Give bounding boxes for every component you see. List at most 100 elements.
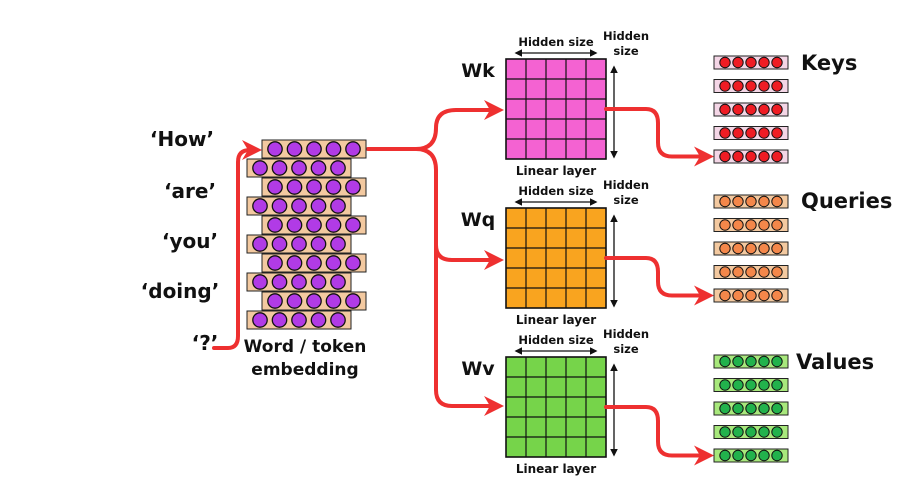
output-dot <box>771 127 783 139</box>
embedding-dot <box>345 293 361 309</box>
embedding-dot <box>291 160 307 176</box>
output-stack-queries <box>713 194 789 303</box>
output-dot <box>732 289 744 302</box>
embedding-dot <box>271 160 288 176</box>
embedding-dot <box>291 236 307 252</box>
token-label-you: ‘you’ <box>162 229 218 253</box>
output-dot <box>719 355 731 368</box>
embedding-dot <box>310 160 327 176</box>
embedding-dot <box>252 198 268 214</box>
embedding-dot <box>306 217 322 233</box>
output-dot <box>719 449 731 462</box>
output-dot <box>719 219 731 231</box>
matrix-bottom-label: Linear layer <box>516 313 596 327</box>
output-dot <box>719 426 731 438</box>
output-dot <box>771 150 783 163</box>
output-dot <box>719 127 731 139</box>
embedding-dot <box>271 198 288 214</box>
output-row <box>713 448 789 463</box>
embedding-dot <box>306 293 322 309</box>
output-dot <box>732 355 744 368</box>
output-dot <box>719 242 731 255</box>
output-dot <box>732 195 744 208</box>
output-dot <box>758 289 770 302</box>
output-dot <box>745 449 757 462</box>
output-dot <box>745 219 757 231</box>
output-dot <box>732 379 744 391</box>
output-row <box>713 241 789 256</box>
output-dot <box>719 402 731 415</box>
matrix-body <box>505 356 607 458</box>
output-row <box>713 126 789 140</box>
embedding-dot <box>325 217 342 233</box>
embedding-dot <box>252 160 268 176</box>
output-row <box>713 425 789 439</box>
output-dot <box>758 355 770 368</box>
output-dot <box>732 219 744 231</box>
output-dot <box>758 219 770 231</box>
arrow-to-wk <box>414 100 504 151</box>
embedding-dot <box>267 255 283 271</box>
embedding-dot <box>271 312 288 328</box>
output-dot <box>732 127 744 139</box>
embedding-dot <box>310 236 327 252</box>
output-dot <box>745 402 757 415</box>
output-dot <box>732 56 744 69</box>
output-dot <box>719 150 731 163</box>
embedding-dot <box>286 255 303 271</box>
output-row <box>713 378 789 392</box>
output-dot <box>732 242 744 255</box>
matrix-body <box>505 58 607 160</box>
output-dot <box>758 426 770 438</box>
weight-matrix-keys <box>505 58 607 160</box>
output-dot <box>771 379 783 391</box>
output-row <box>713 354 789 369</box>
output-dot <box>719 80 731 92</box>
arrow-to-wq <box>414 147 504 270</box>
output-dot <box>758 56 770 69</box>
embedding-dot <box>345 179 361 195</box>
embedding-dot <box>267 141 283 157</box>
output-dot <box>758 80 770 92</box>
output-dot <box>771 355 783 368</box>
output-dot <box>732 426 744 438</box>
output-dot <box>771 266 783 278</box>
token-embedding-stack <box>246 139 367 330</box>
output-dot <box>771 56 783 69</box>
embedding-row <box>246 196 352 216</box>
output-dot <box>732 402 744 415</box>
output-dot <box>745 355 757 368</box>
embedding-row <box>261 177 367 197</box>
embedding-dot <box>286 293 303 309</box>
arrow-to-wv <box>434 243 504 416</box>
output-row <box>713 79 789 93</box>
output-dot <box>771 242 783 255</box>
output-row <box>713 218 789 232</box>
output-row <box>713 149 789 164</box>
embedding-dot <box>286 217 303 233</box>
embedding-dot <box>267 217 283 233</box>
output-arrow-values <box>604 405 714 466</box>
output-row <box>713 401 789 416</box>
embedding-dot <box>252 312 268 328</box>
embedding-row <box>246 158 352 178</box>
matrix-bottom-label: Linear layer <box>516 164 596 178</box>
output-dot <box>758 449 770 462</box>
embedding-row <box>246 234 352 254</box>
weight-matrix-queries <box>505 207 607 309</box>
embedding-dot <box>271 274 288 290</box>
embedding-caption-line-2: embedding <box>251 360 358 380</box>
embedding-dot <box>330 160 346 176</box>
output-dot <box>758 402 770 415</box>
output-dot <box>758 103 770 116</box>
embedding-row <box>246 310 352 330</box>
embedding-dot <box>325 255 342 271</box>
output-dot <box>745 266 757 278</box>
embedding-dot <box>271 236 288 252</box>
output-row <box>713 55 789 70</box>
output-dot <box>758 150 770 163</box>
